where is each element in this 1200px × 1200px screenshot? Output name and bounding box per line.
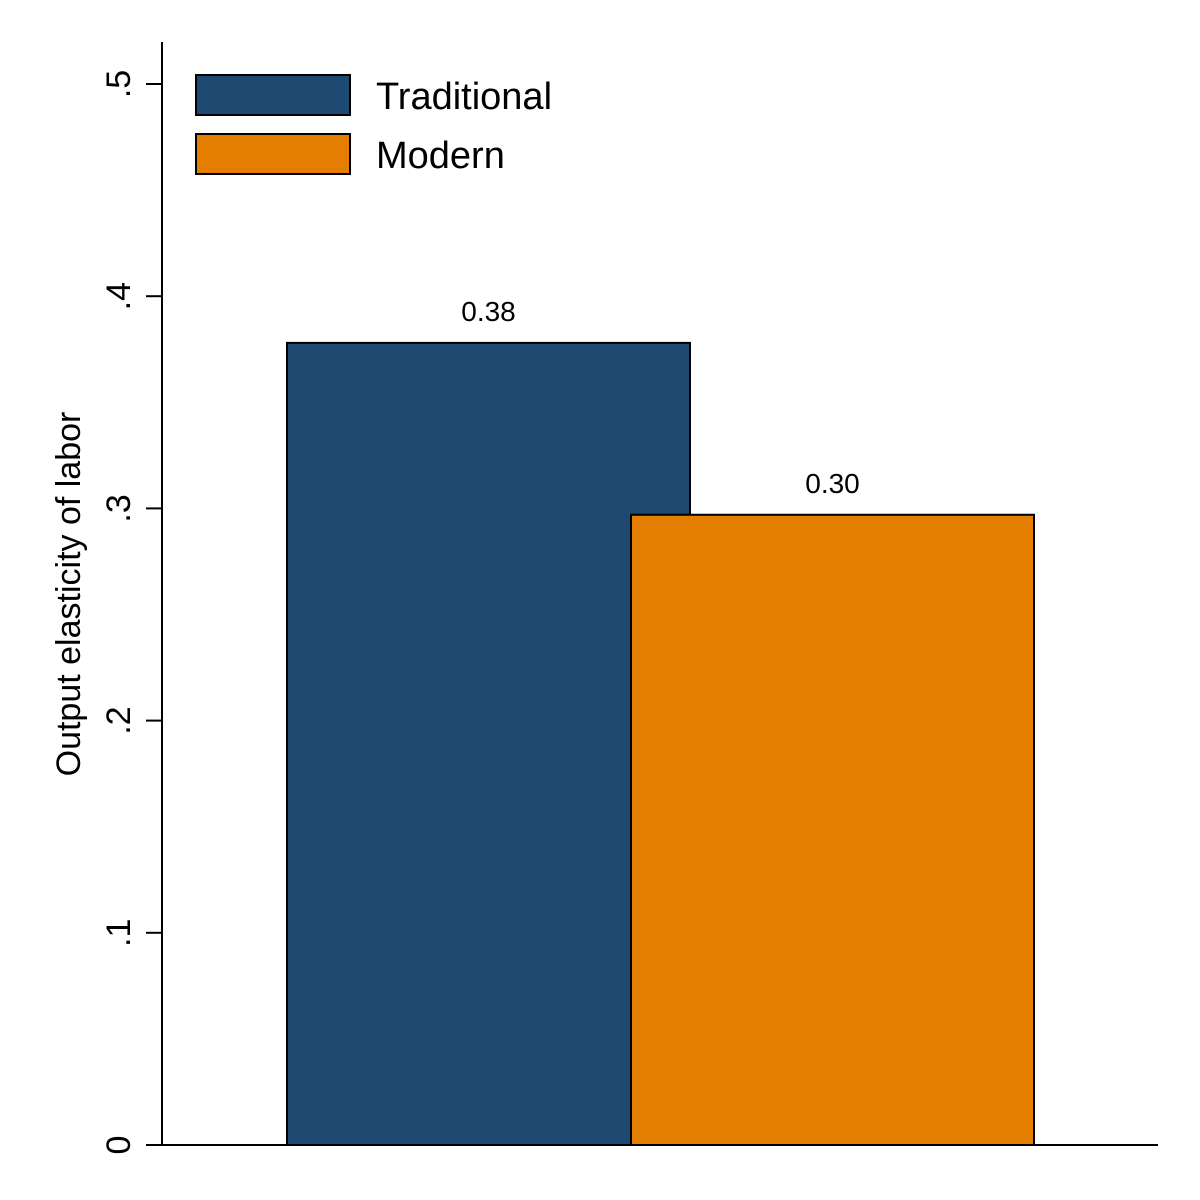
y-axis-title: Output elasticity of labor — [50, 412, 88, 777]
data-label-traditional: 0.38 — [461, 296, 516, 327]
legend-swatch-modern — [195, 133, 351, 175]
y-tick-label: 0 — [100, 1136, 138, 1155]
data-labels-group: 0.38 0.30 — [461, 296, 860, 499]
legend: Traditional Modern — [195, 74, 552, 177]
bar-traditional — [286, 341, 691, 1147]
legend-swatch-traditional — [195, 74, 351, 116]
legend-label-modern: Modern — [376, 135, 505, 177]
y-tick-label: .3 — [100, 494, 138, 522]
y-axis-ticks: 0 .1 .2 .3 .4 .5 — [100, 70, 162, 1155]
y-tick-label: .1 — [100, 919, 138, 947]
legend-label-traditional: Traditional — [376, 76, 552, 118]
y-tick-label: .5 — [100, 70, 138, 98]
bar-modern — [630, 513, 1035, 1146]
y-tick-label: .4 — [100, 282, 138, 310]
y-tick-label: .2 — [100, 706, 138, 734]
bars-group — [286, 341, 1035, 1147]
data-label-modern: 0.30 — [805, 468, 860, 499]
